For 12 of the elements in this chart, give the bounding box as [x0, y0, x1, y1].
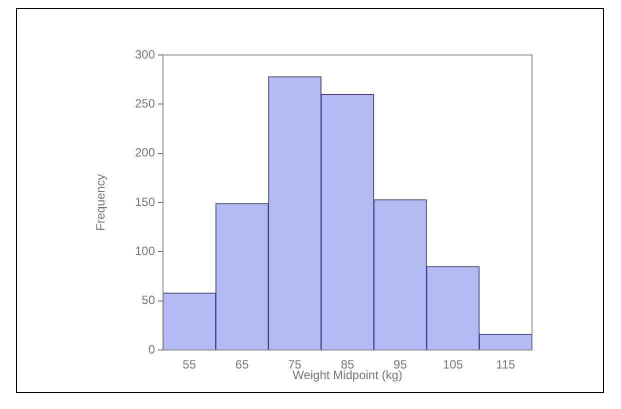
- y-tick-label: 0: [148, 342, 156, 356]
- y-tick-label: 250: [134, 96, 156, 110]
- x-tick-label: 115: [496, 358, 516, 372]
- x-tick-label: 105: [442, 358, 464, 372]
- x-tick-label: 55: [182, 358, 196, 372]
- y-axis-title: Frequency: [94, 174, 108, 231]
- y-tick-label: 100: [134, 244, 156, 258]
- y-tick-label: 300: [134, 47, 156, 62]
- y-tick-label: 50: [142, 293, 156, 308]
- y-tick-label: 150: [134, 194, 156, 209]
- y-tick-label: 200: [134, 146, 156, 160]
- x-tick-label: 65: [235, 358, 250, 372]
